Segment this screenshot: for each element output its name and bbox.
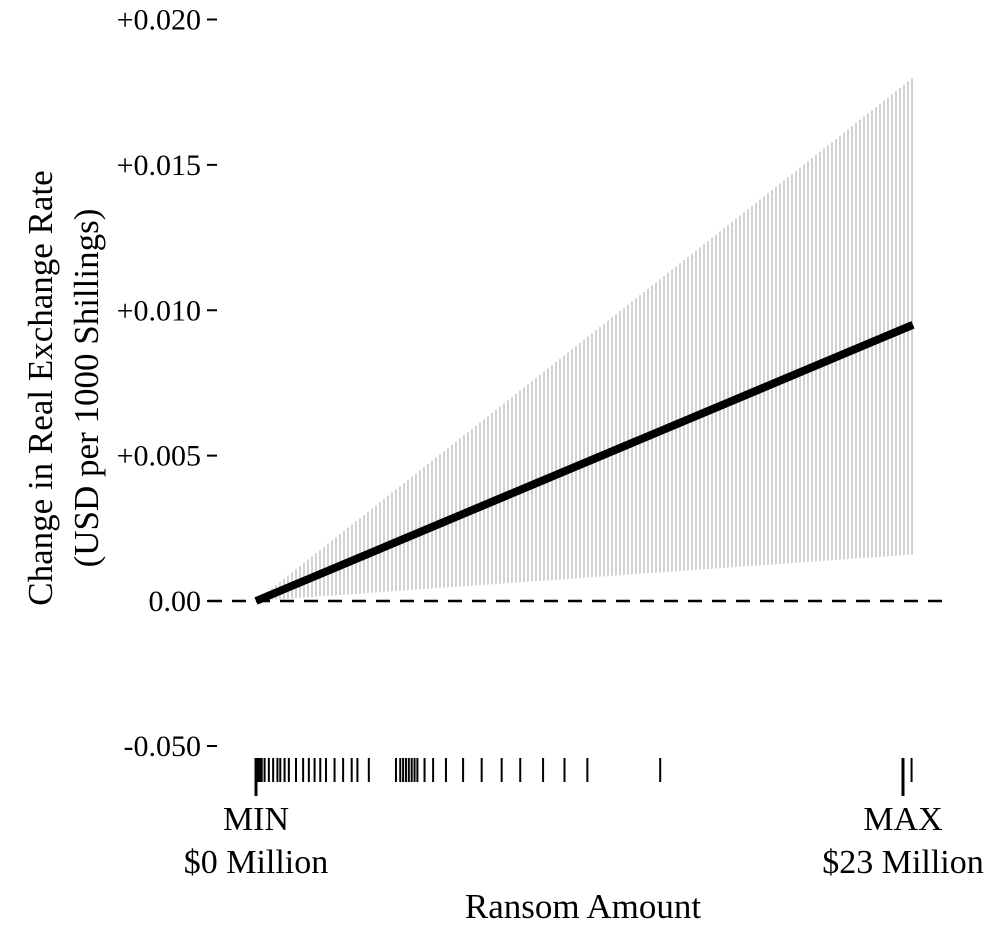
- y-axis: -0.050 0.00 +0.005 +0.010 +0.015 +0.020: [117, 4, 217, 763]
- x-axis-title: Ransom Amount: [465, 887, 702, 926]
- x-max-value-label: $23 Million: [822, 844, 984, 881]
- rug-marks: [255, 758, 913, 782]
- x-min-label: MIN: [223, 801, 289, 838]
- y-axis-title: Change in Real Exchange Rate: [21, 170, 60, 605]
- y-tick-label: +0.015: [117, 149, 201, 182]
- y-tick-label: +0.010: [117, 294, 201, 327]
- y-tick-label: +0.020: [117, 4, 201, 37]
- estimate-line: [254, 321, 915, 605]
- y-tick-label: -0.050: [124, 730, 202, 763]
- y-tick-label: +0.005: [117, 440, 201, 473]
- confidence-band: [259, 78, 913, 601]
- y-axis-subtitle: (USD per 1000 Shillings): [67, 209, 106, 568]
- x-max-label: MAX: [863, 801, 942, 838]
- y-tick-label: 0.00: [149, 585, 202, 618]
- x-min-value-label: $0 Million: [184, 844, 329, 881]
